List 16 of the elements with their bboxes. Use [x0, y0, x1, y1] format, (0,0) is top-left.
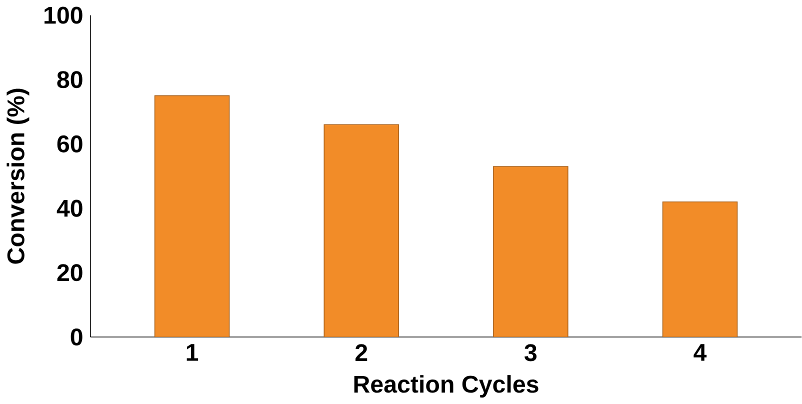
- y-tick-label: 0: [70, 328, 82, 346]
- y-tick-label: 40: [56, 200, 82, 217]
- x-tick-label: 2: [355, 344, 368, 361]
- y-axis-title: Conversion (%): [6, 88, 30, 264]
- bar: [324, 124, 399, 337]
- y-tick-label: 20: [57, 264, 82, 282]
- bar: [154, 95, 230, 337]
- x-tick-label: 3: [524, 344, 537, 362]
- bar: [493, 166, 568, 337]
- bar: [662, 201, 738, 337]
- y-tick-label: 100: [44, 6, 82, 24]
- x-tick-label: 4: [694, 344, 707, 361]
- y-tick-label: 60: [57, 135, 82, 152]
- y-tick-label: 80: [57, 70, 82, 88]
- x-axis-title: Reaction Cycles: [354, 374, 538, 398]
- x-tick-label: 1: [186, 344, 198, 361]
